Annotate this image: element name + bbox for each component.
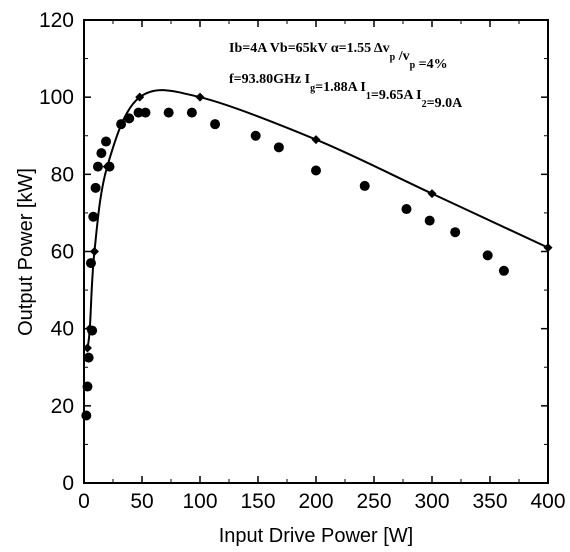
y-tick-label: 60	[51, 241, 74, 264]
x-tick-label: 150	[240, 490, 275, 513]
x-axis-title: Input Drive Power [W]	[219, 525, 414, 547]
annotation-subscript: p	[410, 60, 416, 71]
data-point-circle	[140, 107, 151, 118]
data-point-circle	[273, 142, 284, 153]
y-tick-label: 120	[39, 9, 74, 32]
y-tick-label: 0	[62, 472, 74, 495]
data-point-circle	[124, 113, 135, 124]
annotation-line: Ib=4A Vb=65kV α=1.55 Δvp /vp =4%	[229, 41, 448, 72]
data-point-circle	[450, 227, 461, 238]
data-point-circle	[250, 130, 261, 141]
y-tick-label: 40	[51, 318, 74, 341]
data-point-diamond	[89, 247, 99, 256]
x-tick-label: 400	[530, 490, 565, 513]
x-tick-label: 350	[472, 490, 507, 513]
data-points	[81, 92, 553, 421]
annotation-text: Ib=4A Vb=65kV α=1.55 Δv	[229, 41, 390, 56]
data-point-circle	[85, 258, 96, 269]
data-point-circle	[482, 250, 493, 261]
data-point-circle	[210, 119, 221, 130]
x-tick-label: 50	[130, 490, 153, 513]
x-tick-label: 300	[414, 490, 449, 513]
data-point-diamond	[543, 243, 553, 253]
data-point-circle	[88, 211, 99, 222]
annotation-text: f=93.80GHz I	[229, 72, 310, 87]
data-point-circle	[101, 136, 112, 147]
data-point-circle	[401, 204, 412, 215]
data-point-diamond	[195, 92, 205, 102]
data-point-circle	[81, 410, 92, 421]
annotation-text: =1.88A I	[315, 80, 366, 95]
y-tick-label: 20	[51, 395, 74, 418]
data-point-circle	[359, 180, 370, 191]
annotation-text: =9.0A	[427, 96, 463, 111]
data-point-diamond	[82, 343, 92, 353]
x-tick-label: 100	[182, 490, 217, 513]
annotations: Ib=4A Vb=65kV α=1.55 Δvp /vp =4%f=93.80G…	[229, 41, 463, 111]
annotation-subscript: p	[390, 52, 396, 63]
data-point-diamond	[135, 92, 145, 102]
axis-ticks	[83, 19, 549, 484]
data-point-circle	[186, 107, 197, 118]
annotation-subscript: 1	[366, 91, 371, 102]
series-line	[86, 89, 549, 349]
x-tick-label: 250	[356, 490, 391, 513]
annotation-text: =9.65A I	[371, 88, 422, 103]
y-axis-title: Output Power [kW]	[15, 168, 37, 336]
annotation-subscript: 2	[422, 99, 427, 110]
tick-labels: 0 50 100 150 200 250 300 350 400 0 20 40 60 80 100 120	[39, 9, 566, 513]
data-point-circle	[116, 119, 127, 130]
data-point-circle	[90, 182, 101, 193]
data-point-circle	[82, 381, 93, 392]
data-point-diamond	[427, 189, 437, 199]
data-point-circle	[424, 215, 435, 226]
data-point-diamond	[85, 324, 95, 334]
data-point-circle	[498, 265, 509, 276]
x-tick-label: 200	[298, 490, 333, 513]
y-tick-label: 100	[39, 86, 74, 109]
data-point-circle	[311, 165, 321, 176]
data-point-diamond	[311, 135, 321, 145]
y-tick-label: 80	[51, 163, 74, 186]
data-point-circle	[133, 107, 144, 118]
annotation-text: /v	[395, 49, 409, 64]
data-point-circle	[96, 148, 107, 159]
annotation-text: =4%	[415, 57, 447, 72]
x-tick-label: 0	[78, 490, 90, 513]
annotation-line: f=93.80GHz Ig=1.88A I1=9.65A I2=9.0A	[229, 72, 463, 111]
data-point-diamond	[102, 162, 112, 172]
data-point-circle	[92, 161, 103, 172]
annotation-subscript: g	[310, 83, 315, 94]
data-point-circle	[83, 352, 94, 363]
data-point-circle	[163, 107, 174, 118]
